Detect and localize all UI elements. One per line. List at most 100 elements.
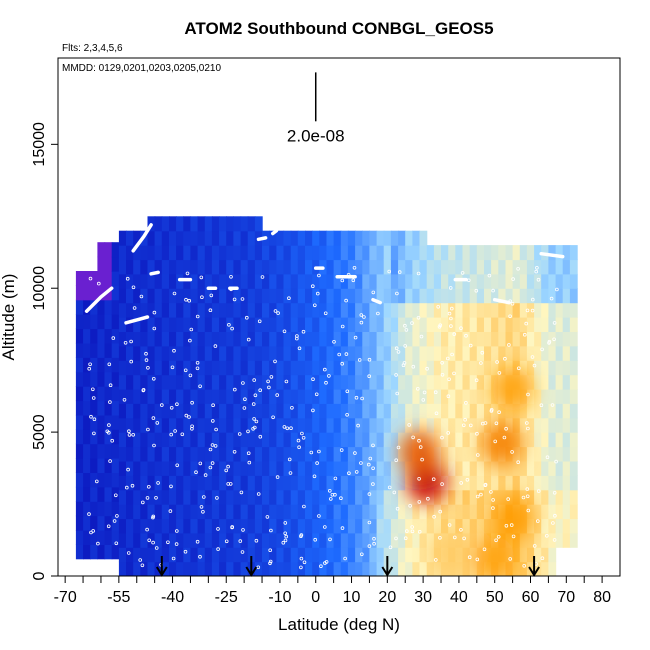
heat-cell bbox=[269, 360, 277, 376]
sample-point bbox=[475, 453, 480, 457]
sample-point bbox=[226, 464, 230, 469]
heat-cell bbox=[75, 472, 84, 488]
sample-point bbox=[392, 490, 397, 495]
heat-cell bbox=[126, 230, 134, 246]
heat-cell bbox=[312, 432, 320, 448]
heat-cell bbox=[126, 432, 134, 448]
heat-cell bbox=[169, 417, 177, 433]
heat-cell bbox=[269, 417, 277, 433]
sample-point bbox=[283, 538, 288, 543]
heat-cell bbox=[390, 475, 399, 491]
heat-cell bbox=[126, 259, 134, 275]
sample-point bbox=[466, 278, 471, 283]
heat-cell bbox=[97, 271, 106, 286]
heat-cell bbox=[369, 230, 378, 246]
heat-cell bbox=[376, 417, 385, 433]
arrow-head bbox=[245, 566, 258, 577]
heat-cell bbox=[319, 446, 328, 462]
heat-cell bbox=[118, 317, 127, 332]
heat-cell bbox=[534, 489, 542, 505]
sample-point bbox=[216, 547, 220, 551]
heat-cell bbox=[469, 360, 478, 376]
sample-point bbox=[474, 378, 479, 383]
heat-cell bbox=[83, 400, 91, 416]
heat-cell bbox=[526, 273, 535, 289]
sample-point bbox=[553, 513, 557, 518]
heat-cell bbox=[362, 317, 371, 332]
heat-cell bbox=[104, 371, 113, 387]
heat-cell bbox=[233, 302, 242, 318]
heat-cell bbox=[462, 345, 471, 361]
sample-point bbox=[508, 314, 512, 319]
heat-cell bbox=[161, 374, 170, 390]
heat-cell bbox=[469, 345, 478, 361]
heat-cell bbox=[126, 388, 134, 404]
heat-cell bbox=[526, 432, 535, 448]
sample-point bbox=[333, 476, 338, 481]
heat-cell bbox=[75, 400, 84, 416]
heat-cell bbox=[226, 532, 234, 548]
heat-cell bbox=[247, 331, 256, 347]
heat-cell bbox=[569, 259, 578, 275]
heat-cell bbox=[154, 388, 163, 404]
heat-cell bbox=[190, 475, 199, 491]
sample-point bbox=[462, 536, 466, 541]
sample-point bbox=[420, 457, 424, 462]
sample-points bbox=[87, 265, 559, 570]
heat-cell bbox=[455, 302, 464, 318]
heat-cell bbox=[569, 532, 578, 548]
heat-cell bbox=[441, 518, 449, 534]
heat-cell bbox=[83, 515, 91, 531]
heat-cell bbox=[476, 360, 485, 376]
heat-cell bbox=[154, 317, 163, 332]
sample-point bbox=[266, 379, 270, 384]
heat-cell bbox=[204, 475, 213, 491]
heat-cell bbox=[455, 446, 464, 462]
heat-cell bbox=[211, 460, 220, 476]
heat-cell bbox=[448, 504, 456, 520]
heat-cell bbox=[269, 532, 277, 548]
heat-cell bbox=[297, 532, 306, 548]
sample-point bbox=[254, 419, 259, 424]
heat-cell bbox=[75, 429, 84, 445]
heat-cell bbox=[262, 245, 270, 261]
heat-cell bbox=[204, 245, 213, 261]
heat-cell bbox=[326, 259, 335, 275]
heat-cell bbox=[326, 518, 335, 534]
sample-point bbox=[340, 526, 345, 530]
heat-cell bbox=[469, 489, 478, 505]
sample-point bbox=[243, 397, 247, 402]
heat-cell bbox=[569, 302, 578, 318]
heat-cell bbox=[97, 314, 106, 330]
heat-cell bbox=[498, 273, 507, 289]
heat-cell bbox=[505, 532, 514, 548]
heat-cell bbox=[104, 256, 113, 272]
heat-cell bbox=[484, 460, 492, 476]
heat-cell bbox=[176, 245, 184, 261]
heatmap-hotspots bbox=[399, 366, 533, 576]
heat-cell bbox=[219, 259, 227, 275]
heat-cell bbox=[484, 273, 492, 289]
heat-cell bbox=[247, 460, 256, 476]
sample-point bbox=[555, 287, 559, 292]
heat-cell bbox=[161, 331, 170, 347]
heat-cell bbox=[512, 273, 521, 289]
heat-cell bbox=[269, 432, 277, 448]
plot-frame bbox=[57, 57, 621, 577]
sample-point bbox=[211, 403, 215, 408]
heat-cell bbox=[176, 417, 184, 433]
heat-cell bbox=[319, 288, 328, 304]
heat-cell bbox=[312, 374, 320, 390]
heat-cell bbox=[405, 489, 413, 505]
sample-point bbox=[356, 423, 360, 428]
sample-point bbox=[203, 473, 208, 477]
heat-cell bbox=[541, 360, 549, 376]
heat-cell bbox=[290, 489, 299, 505]
heat-cell bbox=[476, 302, 485, 318]
heat-cell bbox=[219, 460, 227, 476]
heat-cell bbox=[254, 259, 263, 275]
heat-cell bbox=[269, 475, 277, 491]
heat-cell bbox=[505, 460, 514, 476]
heat-cell bbox=[362, 504, 371, 520]
heat-cell bbox=[240, 345, 249, 361]
